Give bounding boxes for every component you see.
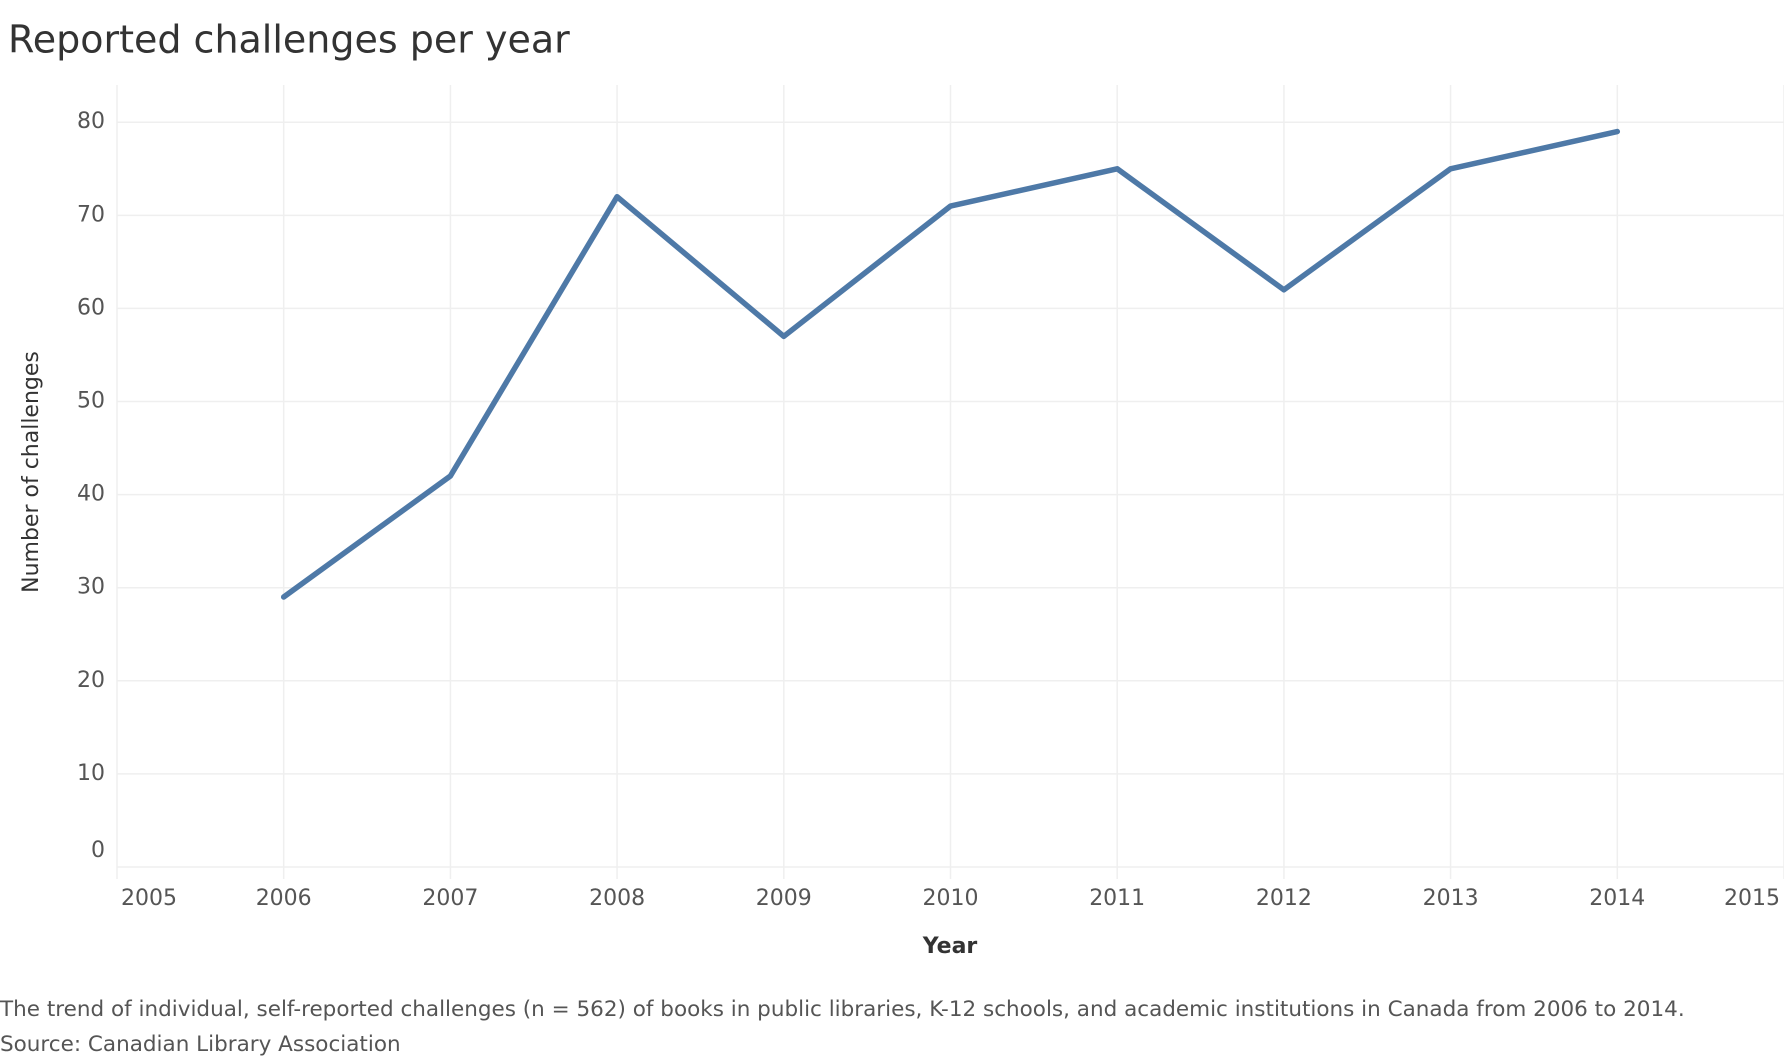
caption: The trend of individual, self-reported c… — [0, 997, 1685, 1022]
x-tick-label: 2012 — [1256, 886, 1312, 911]
y-tick-label: 30 — [77, 575, 105, 600]
x-tick-label: 2005 — [121, 886, 177, 911]
x-tick-label: 2008 — [589, 886, 645, 911]
y-axis-label: Number of challenges — [19, 351, 44, 593]
x-tick-label: 2007 — [422, 886, 478, 911]
x-tick-label: 2011 — [1089, 886, 1145, 911]
y-tick-label: 10 — [77, 761, 105, 786]
y-tick-label: 80 — [77, 109, 105, 134]
y-tick-label: 20 — [77, 668, 105, 693]
source: Source: Canadian Library Association — [0, 1032, 401, 1057]
x-tick-label: 2009 — [756, 886, 812, 911]
x-tick-label: 2015 — [1724, 886, 1780, 911]
y-tick-label: 0 — [91, 838, 105, 863]
x-tick-label: 2014 — [1589, 886, 1645, 911]
y-tick-label: 50 — [77, 389, 105, 414]
x-tick-label: 2006 — [256, 886, 312, 911]
y-tick-label: 40 — [77, 482, 105, 507]
data-line — [280, 128, 1621, 600]
x-tick-label: 2013 — [1423, 886, 1479, 911]
y-tick-label: 70 — [77, 202, 105, 227]
y-tick-label: 60 — [77, 295, 105, 320]
x-tick-label: 2010 — [923, 886, 979, 911]
x-axis-label: Year — [922, 934, 978, 959]
chart-title: Reported challenges per year — [8, 18, 570, 62]
